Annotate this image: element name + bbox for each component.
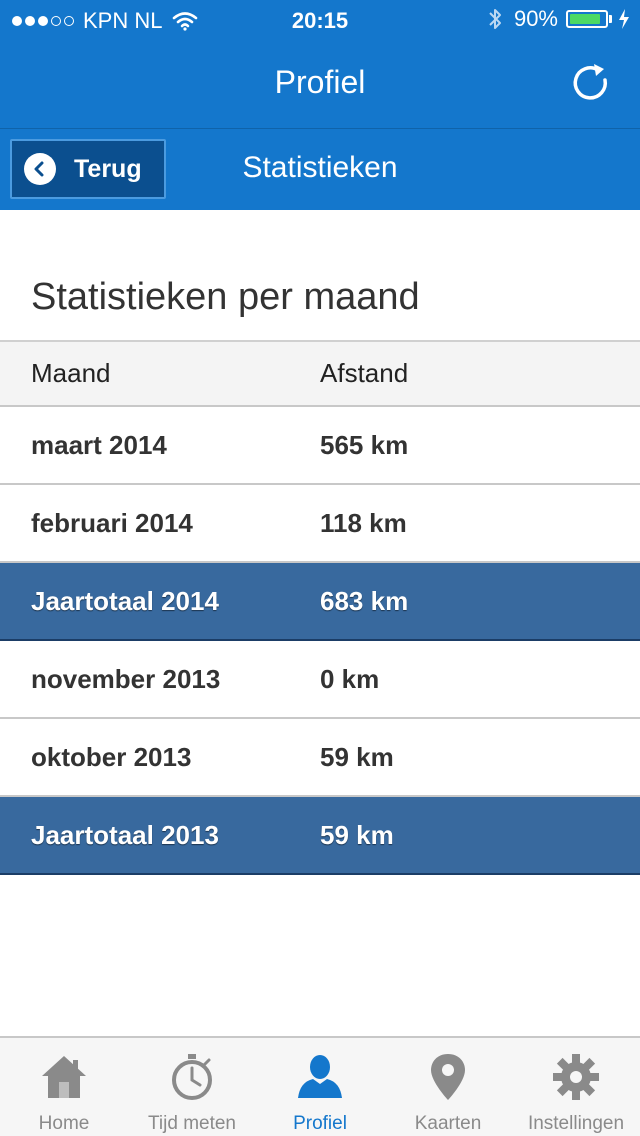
- table-row: oktober 2013 59 km: [0, 719, 640, 797]
- tab-label: Home: [38, 1113, 90, 1134]
- gear-icon: [553, 1054, 599, 1100]
- month-cell: Jaartotaal 2013: [31, 819, 219, 850]
- bluetooth-icon: [489, 9, 501, 29]
- signal-carrier: KPN NL: [12, 8, 198, 34]
- signal-dot: [51, 16, 61, 26]
- month-cell: Jaartotaal 2014: [31, 585, 219, 616]
- stats-heading: Statistieken per maand: [31, 276, 420, 318]
- sub-navigation-bar: Terug Statistieken: [0, 128, 640, 210]
- stats-table: Maand Afstand maart 2014 565 km februari…: [0, 340, 640, 875]
- table-row: februari 2014 118 km: [0, 485, 640, 563]
- home-icon: [42, 1056, 86, 1098]
- top-bar: KPN NL 20:15 90% Profiel: [0, 0, 640, 128]
- distance-cell: 59 km: [320, 819, 394, 850]
- chevron-left-icon: [24, 153, 56, 185]
- month-cell: maart 2014: [31, 429, 167, 460]
- battery-icon: [566, 10, 608, 28]
- wifi-icon: [173, 12, 198, 31]
- month-cell: november 2013: [31, 663, 221, 694]
- month-cell: februari 2014: [31, 507, 193, 538]
- table-row: november 2013 0 km: [0, 641, 640, 719]
- tab-profiel[interactable]: Profiel: [256, 1038, 384, 1136]
- section-subtitle: Statistieken: [242, 151, 398, 184]
- signal-dot: [12, 16, 22, 26]
- table-row: maart 2014 565 km: [0, 407, 640, 485]
- tab-bar: Home Tijd meten Profiel Kaarten: [0, 1036, 640, 1136]
- tab-label: Tijd meten: [148, 1113, 236, 1134]
- year-total-row: Jaartotaal 2013 59 km: [0, 797, 640, 875]
- tab-home[interactable]: Home: [0, 1038, 128, 1136]
- carrier-name: KPN NL: [83, 8, 163, 33]
- column-header-month: Maand: [31, 358, 111, 388]
- distance-cell: 0 km: [320, 663, 380, 694]
- stopwatch-icon: [172, 1054, 212, 1100]
- signal-dot: [38, 16, 48, 26]
- battery-fill: [570, 14, 601, 24]
- distance-cell: 683 km: [320, 585, 409, 616]
- tab-kaarten[interactable]: Kaarten: [384, 1038, 512, 1136]
- distance-cell: 118 km: [320, 507, 407, 538]
- tab-instellingen[interactable]: Instellingen: [512, 1038, 640, 1136]
- tab-label: Profiel: [293, 1113, 347, 1134]
- distance-cell: 565 km: [320, 429, 409, 460]
- month-cell: oktober 2013: [31, 741, 192, 772]
- year-total-row: Jaartotaal 2014 683 km: [0, 563, 640, 641]
- person-icon: [298, 1055, 342, 1098]
- battery-tip: [609, 15, 612, 23]
- status-right: 90%: [488, 6, 630, 32]
- signal-dot: [25, 16, 35, 26]
- tab-tijd-meten[interactable]: Tijd meten: [128, 1038, 256, 1136]
- tab-label: Instellingen: [527, 1113, 625, 1134]
- page-title: Profiel: [274, 64, 366, 100]
- distance-cell: 59 km: [320, 741, 394, 772]
- tab-label: Kaarten: [414, 1113, 482, 1134]
- status-bar: KPN NL 20:15 90%: [0, 0, 640, 40]
- refresh-icon[interactable]: [566, 58, 614, 106]
- column-header-distance: Afstand: [320, 358, 409, 388]
- battery-percent: 90%: [513, 6, 558, 31]
- back-button[interactable]: Terug: [10, 139, 166, 199]
- signal-dot: [64, 16, 74, 26]
- back-button-label: Terug: [74, 154, 142, 183]
- table-header-row: Maand Afstand: [0, 340, 640, 407]
- charging-bolt-icon: [619, 9, 629, 29]
- map-pin-icon: [431, 1054, 465, 1100]
